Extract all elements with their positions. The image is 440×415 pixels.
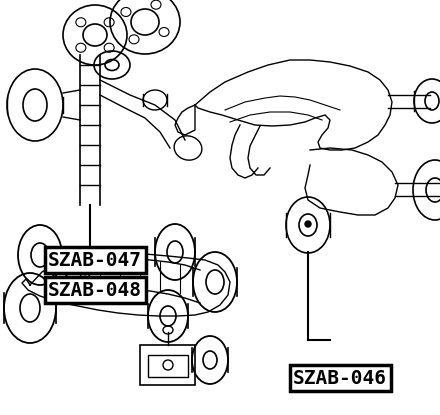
Circle shape (305, 221, 311, 227)
Bar (140, 345, 195, 385)
Text: SZAB-047: SZAB-047 (48, 251, 142, 269)
Text: SZAB-048: SZAB-048 (48, 281, 142, 300)
Bar (148, 355, 188, 377)
Text: SZAB-046: SZAB-046 (293, 369, 387, 388)
